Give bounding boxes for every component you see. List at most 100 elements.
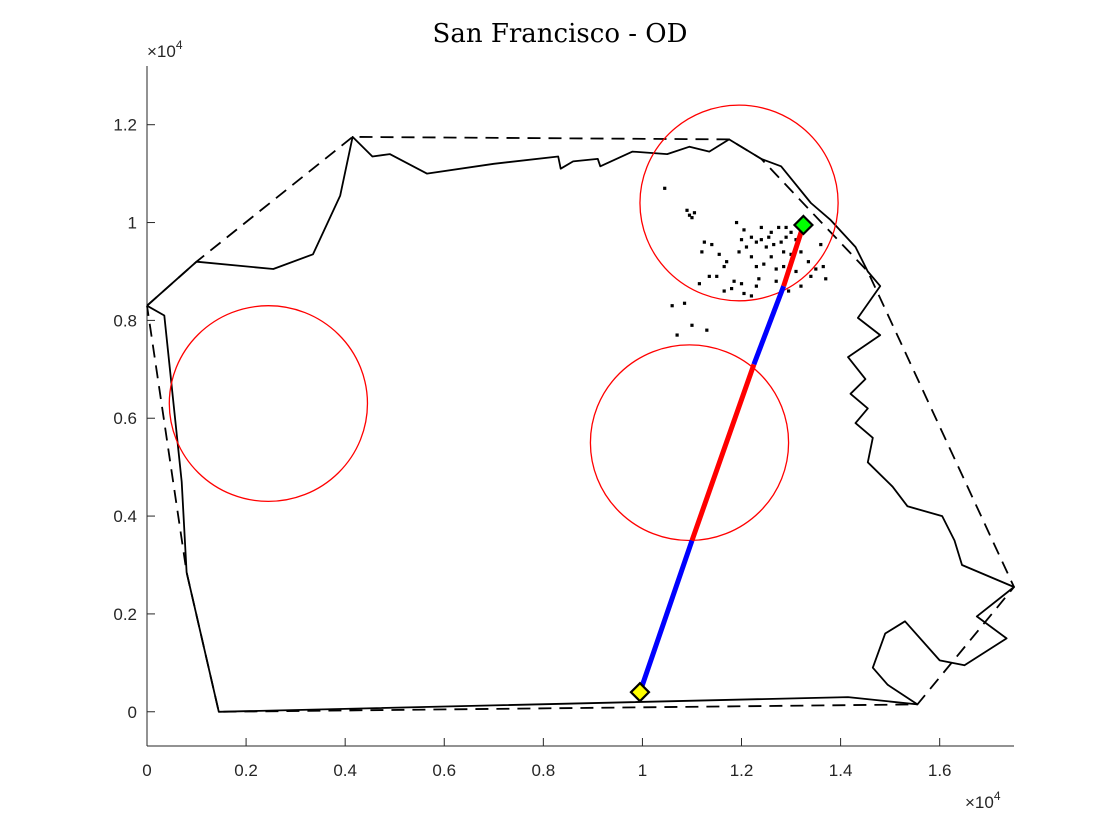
- demand-point: [749, 255, 754, 259]
- demand-point: [744, 245, 749, 249]
- demand-point: [806, 260, 810, 264]
- x-axis-multiplier-exponent: 4: [994, 789, 1001, 803]
- demand-point: [722, 264, 726, 269]
- demand-point: [675, 333, 679, 337]
- demand-point: [789, 230, 793, 234]
- demand-point: [769, 255, 773, 259]
- demand-point: [692, 211, 697, 215]
- y-tick-label: 0.8: [113, 311, 137, 330]
- demand-point: [782, 250, 786, 254]
- demand-point: [786, 289, 791, 293]
- demand-point: [739, 238, 744, 242]
- demand-point: [697, 282, 702, 286]
- x-axis-multiplier-base: ×10: [965, 793, 994, 812]
- y-tick-label: 0: [128, 703, 137, 722]
- demand-point: [774, 279, 778, 283]
- demand-point: [730, 286, 734, 291]
- demand-point: [663, 186, 667, 190]
- od-segment-1: [637, 539, 695, 693]
- y-tick-label: 1: [128, 214, 137, 233]
- demand-point: [757, 277, 761, 281]
- demand-point: [784, 225, 788, 230]
- demand-point: [784, 235, 788, 239]
- demand-point: [809, 274, 813, 278]
- y-tick-label: 0.6: [113, 409, 137, 428]
- demand-point: [732, 279, 736, 283]
- demand-point: [782, 264, 786, 269]
- demand-point: [754, 264, 758, 269]
- x-tick-label: 0.4: [333, 761, 357, 780]
- destination-marker: [792, 214, 814, 236]
- x-axis-multiplier: ×104: [965, 789, 1001, 812]
- y-tick-label: 0.2: [113, 605, 137, 624]
- demand-point: [705, 328, 709, 332]
- demand-point: [774, 267, 778, 271]
- demand-point: [799, 250, 803, 254]
- demand-point: [749, 294, 754, 298]
- demand-point: [794, 238, 798, 242]
- x-tick-label: 0.6: [432, 761, 456, 780]
- demand-point: [759, 238, 763, 242]
- demand-point: [767, 235, 771, 239]
- demand-point: [670, 304, 674, 308]
- demand-point: [764, 245, 768, 249]
- coverage-circle-1: [168, 305, 369, 503]
- tick-layer: 0 0.2 0.4 0.6 0.8 1 1.2 1.4 1.6 0 0.2 0.4 0.6 0.8 1 1.2: [113, 116, 951, 780]
- demand-point: [690, 323, 694, 327]
- demand-point: [819, 242, 823, 247]
- demand-point: [769, 230, 773, 234]
- demand-point: [710, 242, 714, 247]
- x-tick-label: 1.4: [829, 761, 853, 780]
- demand-point: [687, 213, 692, 217]
- demand-point: [722, 289, 726, 293]
- od-segment-4: [781, 224, 806, 287]
- demand-point: [824, 277, 828, 281]
- demand-point: [734, 220, 739, 225]
- demand-point: [742, 291, 746, 296]
- demand-point: [739, 282, 744, 286]
- y-axis-multiplier-exponent: 4: [176, 38, 183, 52]
- y-axis-multiplier: ×104: [147, 38, 183, 61]
- demand-point: [749, 235, 754, 239]
- demand-point: [759, 225, 763, 230]
- demand-point: [742, 228, 746, 232]
- x-tick-label: 1: [638, 761, 647, 780]
- y-tick-label: 1.2: [113, 116, 137, 135]
- demand-point: [737, 250, 741, 254]
- demand-point: [814, 267, 818, 271]
- boundary-line: [146, 135, 1015, 713]
- demand-point: [725, 260, 729, 264]
- demand-point: [754, 284, 758, 288]
- demand-point: [682, 301, 687, 305]
- axes-frame: [146, 66, 1014, 747]
- y-axis-multiplier-base: ×10: [147, 42, 176, 61]
- x-tick-label: 1.2: [730, 761, 754, 780]
- x-tick-label: 0.8: [532, 761, 556, 780]
- demand-point: [799, 284, 803, 288]
- demand-point: [700, 250, 704, 254]
- x-tick-label: 0.2: [234, 761, 258, 780]
- demand-point: [707, 274, 711, 278]
- data-layer: [146, 104, 1016, 713]
- demand-point: [772, 242, 776, 247]
- demand-point: [821, 264, 825, 269]
- demand-point: [789, 252, 793, 256]
- chart-title: San Francisco - OD: [433, 19, 688, 49]
- origin-marker: [629, 681, 651, 703]
- od-segment-3: [751, 285, 786, 366]
- demand-point: [762, 262, 766, 266]
- demand-point: [715, 274, 719, 278]
- x-tick-label: 1.6: [928, 761, 952, 780]
- demand-point: [702, 240, 706, 244]
- demand-point: [779, 240, 783, 244]
- od-segment-2: [689, 363, 757, 542]
- demand-point: [777, 225, 781, 230]
- x-tick-label: 0: [142, 761, 151, 780]
- demand-point: [690, 216, 694, 220]
- y-tick-label: 0.4: [113, 507, 137, 526]
- coverage-circle-3: [639, 104, 839, 302]
- demand-point: [754, 240, 758, 244]
- demand-point: [717, 252, 721, 256]
